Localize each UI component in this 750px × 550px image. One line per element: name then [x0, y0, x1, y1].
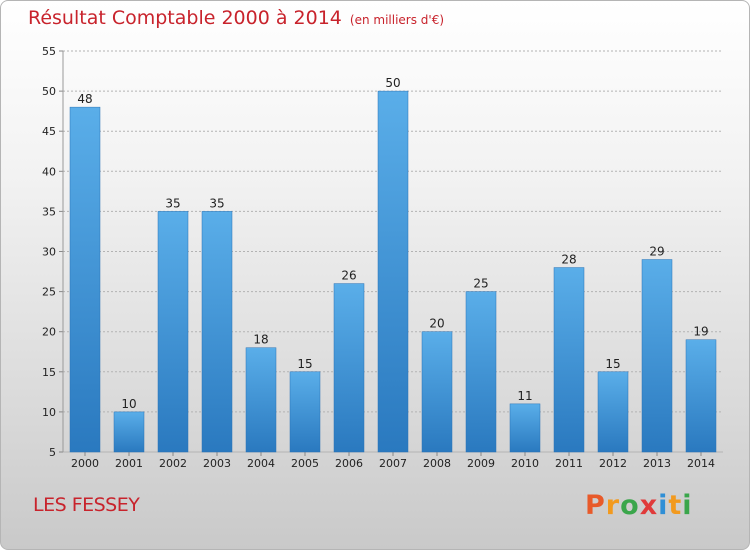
- bar-value-label: 10: [121, 397, 136, 411]
- title-text: Résultat Comptable 2000 à 2014: [28, 7, 342, 29]
- ytick-label: 10: [42, 406, 56, 419]
- bar-value-label: 18: [253, 333, 268, 347]
- ytick-label: 20: [42, 326, 56, 339]
- ytick-label: 25: [42, 286, 56, 299]
- bar-2005: [289, 371, 321, 453]
- ytick-label: 15: [42, 366, 56, 379]
- bar-2008: [421, 331, 453, 453]
- xtick-label: 2002: [159, 457, 187, 470]
- bar-2000: [69, 106, 101, 453]
- xtick-label: 2007: [379, 457, 407, 470]
- ytick-label: 5: [49, 446, 56, 459]
- xtick-label: 2009: [467, 457, 495, 470]
- ytick-label: 40: [42, 165, 56, 178]
- bar-2010: [509, 403, 541, 453]
- chart-title: Résultat Comptable 2000 à 2014 (en millie…: [28, 7, 444, 29]
- bars-layer: [69, 90, 717, 453]
- bar-2014: [685, 339, 717, 453]
- labels-layer: 5 10 15 20 25 30 35 40 45 50 55 48 2000 10 2001 35 2002 3…: [42, 45, 715, 470]
- bar-2013: [641, 259, 673, 453]
- bar-2012: [597, 371, 629, 453]
- xtick-label: 2011: [555, 457, 583, 470]
- subtitle-text: (en milliers d'€): [349, 13, 445, 27]
- xtick-label: 2006: [335, 457, 363, 470]
- xtick-label: 2001: [115, 457, 143, 470]
- bar-2002: [157, 211, 189, 453]
- ytick-label: 45: [42, 125, 56, 138]
- xtick-label: 2000: [71, 457, 99, 470]
- proxiti-logo: Proxiti: [585, 490, 693, 521]
- logo-letter: r: [605, 490, 621, 521]
- bar-2006: [333, 283, 365, 453]
- xtick-label: 2013: [643, 457, 671, 470]
- bar-value-label: 19: [693, 325, 708, 339]
- bar-value-label: 20: [429, 317, 444, 331]
- logo-letter: x: [639, 490, 659, 521]
- ytick-label: 35: [42, 205, 56, 218]
- bar-value-label: 28: [561, 253, 576, 267]
- logo-letter: P: [585, 490, 606, 521]
- xtick-label: 2003: [203, 457, 231, 470]
- logo-letter: i: [682, 490, 693, 521]
- logo-letter: o: [620, 490, 640, 521]
- logo-letter: t: [668, 490, 683, 521]
- bar-2009: [465, 291, 497, 453]
- logo-letter: i: [658, 490, 669, 521]
- bar-value-label: 26: [341, 269, 356, 283]
- bar-2003: [201, 211, 233, 453]
- xtick-label: 2008: [423, 457, 451, 470]
- bar-2007: [377, 90, 409, 453]
- commune-name: LES FESSEY: [33, 494, 140, 516]
- xtick-label: 2005: [291, 457, 319, 470]
- xtick-label: 2014: [687, 457, 715, 470]
- bar-2011: [553, 267, 585, 453]
- bar-2001: [113, 411, 145, 453]
- xtick-label: 2004: [247, 457, 275, 470]
- ytick-label: 30: [42, 246, 56, 259]
- bar-2004: [245, 347, 277, 453]
- xtick-label: 2010: [511, 457, 539, 470]
- bar-value-label: 15: [605, 357, 620, 371]
- bar-value-label: 11: [517, 389, 532, 403]
- bar-value-label: 15: [297, 357, 312, 371]
- ytick-label: 50: [42, 85, 56, 98]
- bar-value-label: 35: [165, 196, 180, 210]
- bar-value-label: 35: [209, 196, 224, 210]
- ytick-label: 55: [42, 45, 56, 58]
- bar-value-label: 25: [473, 277, 488, 291]
- bar-value-label: 48: [77, 92, 92, 106]
- bar-value-label: 29: [649, 245, 664, 259]
- xtick-label: 2012: [599, 457, 627, 470]
- bar-value-label: 50: [385, 76, 400, 90]
